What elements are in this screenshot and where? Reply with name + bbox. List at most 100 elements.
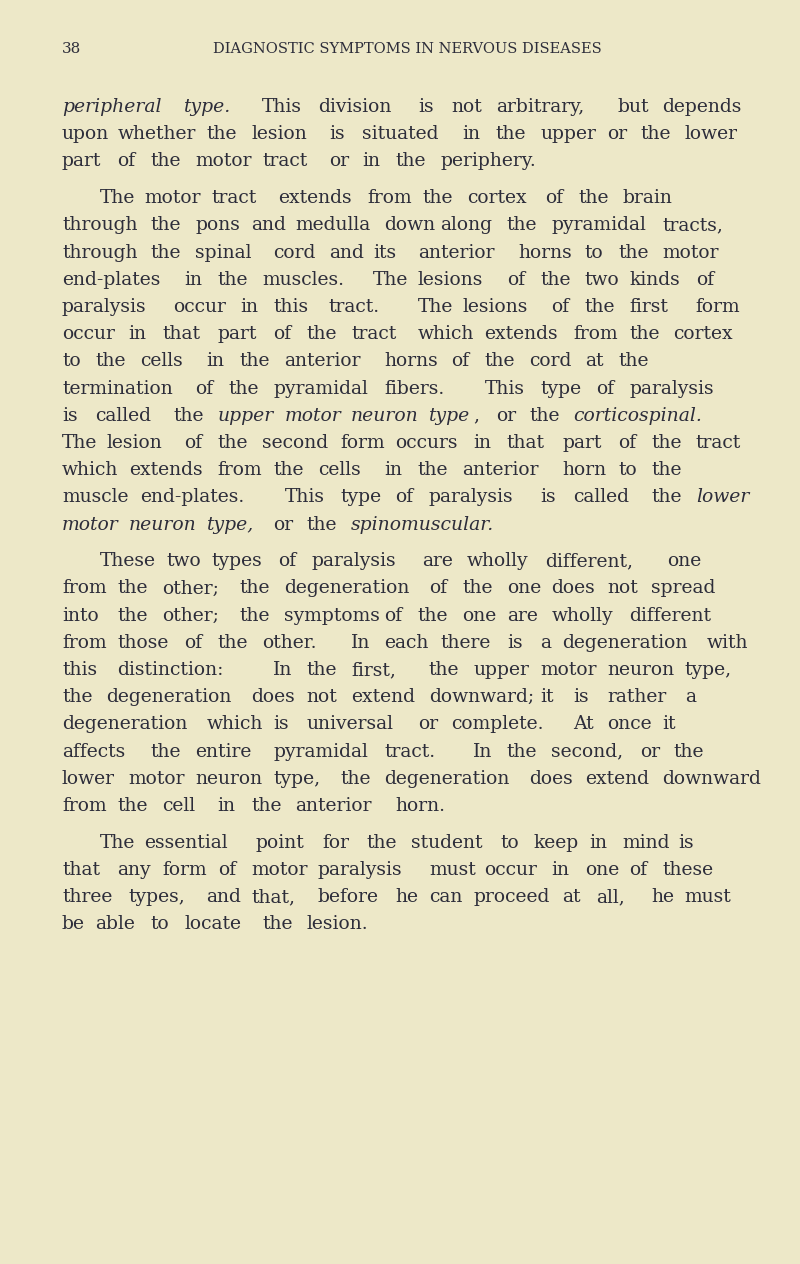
Text: for: for <box>322 834 350 852</box>
Text: part: part <box>62 153 102 171</box>
Text: the: the <box>507 743 538 761</box>
Text: of: of <box>696 270 714 288</box>
Text: In: In <box>474 743 493 761</box>
Text: degeneration: degeneration <box>106 688 232 707</box>
Text: the: the <box>151 244 182 262</box>
Text: different: different <box>629 607 711 624</box>
Text: entire: entire <box>195 743 252 761</box>
Text: extends: extends <box>485 325 558 343</box>
Text: the: the <box>251 798 282 815</box>
Text: the: the <box>396 153 426 171</box>
Text: he: he <box>396 889 418 906</box>
Text: upper: upper <box>474 661 530 679</box>
Text: or: or <box>418 715 438 733</box>
Text: This: This <box>485 379 525 397</box>
Text: pyramidal: pyramidal <box>274 743 368 761</box>
Text: it: it <box>540 688 554 707</box>
Text: types,: types, <box>129 889 186 906</box>
Text: complete.: complete. <box>451 715 544 733</box>
Text: In: In <box>274 661 293 679</box>
Text: that: that <box>62 861 100 878</box>
Text: three: three <box>62 889 112 906</box>
Text: from: from <box>62 579 106 598</box>
Text: depends: depends <box>662 99 742 116</box>
Text: is: is <box>329 125 345 143</box>
Text: that: that <box>162 325 200 343</box>
Text: types: types <box>211 552 262 570</box>
Text: occur: occur <box>485 861 538 878</box>
Text: from: from <box>218 461 262 479</box>
Text: degeneration: degeneration <box>62 715 187 733</box>
Text: of: of <box>596 379 614 397</box>
Text: and: and <box>251 216 286 234</box>
Text: the: the <box>306 325 337 343</box>
Text: which: which <box>206 715 263 733</box>
Text: type: type <box>340 488 381 507</box>
Text: in: in <box>385 461 402 479</box>
Text: is: is <box>678 834 694 852</box>
Text: the: the <box>218 434 248 453</box>
Text: The: The <box>100 190 135 207</box>
Text: two: two <box>166 552 202 570</box>
Text: in: in <box>184 270 202 288</box>
Text: its: its <box>374 244 397 262</box>
Text: that,: that, <box>251 889 295 906</box>
Text: does: does <box>551 579 595 598</box>
Text: or: or <box>329 153 349 171</box>
Text: one: one <box>462 607 497 624</box>
Text: in: in <box>362 153 380 171</box>
Text: the: the <box>240 353 270 370</box>
Text: or: or <box>640 743 660 761</box>
Text: spinal: spinal <box>195 244 252 262</box>
Text: occur: occur <box>173 298 226 316</box>
Text: spread: spread <box>651 579 716 598</box>
Text: the: the <box>629 325 660 343</box>
Text: the: the <box>95 353 126 370</box>
Text: one: one <box>507 579 541 598</box>
Text: end-plates: end-plates <box>62 270 160 288</box>
Text: whether: whether <box>118 125 196 143</box>
Text: anterior: anterior <box>295 798 372 815</box>
Text: cells: cells <box>140 353 182 370</box>
Text: cord: cord <box>529 353 571 370</box>
Text: other;: other; <box>162 607 219 624</box>
Text: of: of <box>429 579 447 598</box>
Text: the: the <box>340 770 370 787</box>
Text: paralysis: paralysis <box>429 488 514 507</box>
Text: the: the <box>151 153 182 171</box>
Text: the: the <box>367 834 398 852</box>
Text: The: The <box>100 834 135 852</box>
Text: those: those <box>118 633 169 652</box>
Text: downward;: downward; <box>429 688 534 707</box>
Text: is: is <box>574 688 589 707</box>
Text: from: from <box>367 190 411 207</box>
Text: different,: different, <box>545 552 633 570</box>
Text: that: that <box>507 434 545 453</box>
Text: must: must <box>685 889 731 906</box>
Text: the: the <box>240 607 270 624</box>
Text: extend: extend <box>585 770 649 787</box>
Text: cord: cord <box>274 244 316 262</box>
Text: in: in <box>129 325 146 343</box>
Text: tract.: tract. <box>385 743 436 761</box>
Text: upon: upon <box>62 125 110 143</box>
Text: called: called <box>574 488 630 507</box>
Text: the: the <box>507 216 538 234</box>
Text: or: or <box>496 407 516 425</box>
Text: of: of <box>618 434 636 453</box>
Text: one: one <box>585 861 619 878</box>
Text: the: the <box>651 434 682 453</box>
Text: part: part <box>562 434 602 453</box>
Text: arbitrary,: arbitrary, <box>496 99 584 116</box>
Text: lesion.: lesion. <box>306 915 368 933</box>
Text: horn: horn <box>562 461 606 479</box>
Text: of: of <box>396 488 414 507</box>
Text: At: At <box>574 715 594 733</box>
Text: upper: upper <box>218 407 274 425</box>
Text: upper: upper <box>540 125 596 143</box>
Text: first,: first, <box>351 661 396 679</box>
Text: the: the <box>274 461 304 479</box>
Text: in: in <box>218 798 236 815</box>
Text: motor: motor <box>129 770 186 787</box>
Text: extends: extends <box>278 190 351 207</box>
